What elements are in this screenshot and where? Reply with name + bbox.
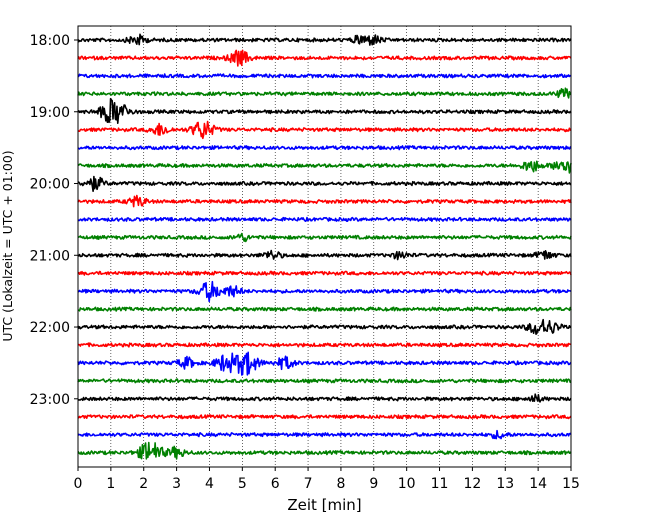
x-tick-label: 10 xyxy=(398,476,416,492)
seismic-trace-1800 xyxy=(77,33,572,46)
seismic-trace-2145 xyxy=(77,306,572,312)
x-axis-label: Zeit [min] xyxy=(287,496,361,514)
x-tick-label: 12 xyxy=(463,476,481,492)
plot-frame xyxy=(77,25,572,468)
seismic-trace-1930 xyxy=(77,145,572,151)
y-tick-label: 20:00 xyxy=(30,177,70,193)
seismic-trace-2245 xyxy=(77,378,572,384)
y-tick-label: 23:00 xyxy=(30,392,70,408)
x-tick-label: 6 xyxy=(271,476,280,492)
seismic-trace-2100 xyxy=(77,249,572,261)
seismic-trace-2000 xyxy=(77,175,572,193)
seismic-trace-1945 xyxy=(77,160,572,174)
seismic-trace-2030 xyxy=(77,216,572,223)
seismic-trace-1845 xyxy=(77,87,572,99)
y-tick-label: 19:00 xyxy=(30,105,70,121)
seismic-trace-2130 xyxy=(77,280,572,303)
x-tick-label: 8 xyxy=(336,476,345,492)
seismic-trace-2045 xyxy=(77,232,572,243)
x-tick-label: 14 xyxy=(529,476,547,492)
x-tick-label: 9 xyxy=(369,476,378,492)
seismic-trace-2015 xyxy=(77,194,572,208)
seismic-trace-2200 xyxy=(77,318,572,335)
y-tick-label: 21:00 xyxy=(30,248,70,264)
y-tick-label: 18:00 xyxy=(30,33,70,49)
x-tick-label: 7 xyxy=(304,476,313,492)
seismic-trace-2115 xyxy=(77,270,572,276)
x-tick-label: 11 xyxy=(431,476,449,492)
seismic-trace-1915 xyxy=(77,120,572,140)
y-axis-ticks: 18:00 19:00 20:00 21:00 22:00 23:00 xyxy=(30,33,78,408)
seismic-traces xyxy=(77,33,572,460)
x-tick-label: 4 xyxy=(205,476,214,492)
seismic-trace-1830 xyxy=(77,73,572,79)
x-tick-label: 1 xyxy=(106,476,115,492)
y-tick-label: 22:00 xyxy=(30,320,70,336)
seismic-trace-2300 xyxy=(77,393,572,403)
x-tick-label: 3 xyxy=(172,476,181,492)
x-tick-label: 13 xyxy=(496,476,514,492)
x-tick-label: 15 xyxy=(562,476,580,492)
seismic-trace-1900 xyxy=(77,97,572,124)
seismic-trace-2215 xyxy=(77,342,572,348)
x-tick-label: 2 xyxy=(139,476,148,492)
x-tick-label: 5 xyxy=(238,476,247,492)
x-tick-label: 0 xyxy=(74,476,83,492)
seismic-trace-2330 xyxy=(77,429,572,440)
seismic-trace-1815 xyxy=(77,49,572,67)
seismic-trace-2315 xyxy=(78,414,572,420)
y-axis-label: UTC (Lokalzeit = UTC + 01:00) xyxy=(0,150,15,341)
seismic-trace-2345 xyxy=(77,441,572,460)
seismic-trace-2230 xyxy=(77,351,572,376)
x-axis-ticks: 0 1 2 3 4 5 6 7 8 9 10 11 12 13 14 15 xyxy=(74,467,580,492)
